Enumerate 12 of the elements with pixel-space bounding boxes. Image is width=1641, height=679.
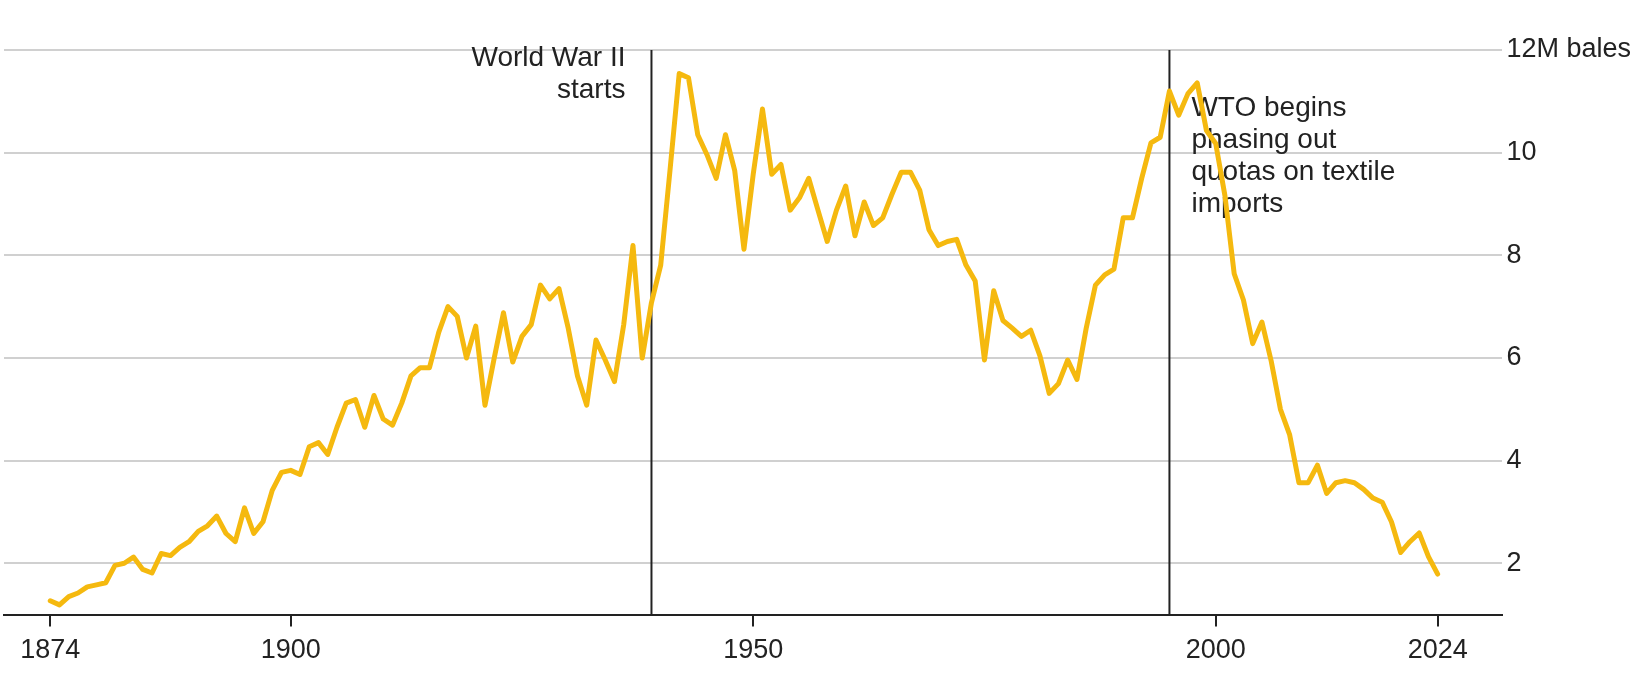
- x-tick-label: 1950: [723, 634, 784, 665]
- ref-line-label: World War II starts: [471, 40, 626, 104]
- y-tick-label: 6: [1506, 341, 1522, 372]
- y-tick-label: 12M bales: [1506, 33, 1632, 64]
- y-tick-label: 10: [1506, 136, 1537, 167]
- y-tick-label: 4: [1506, 444, 1522, 475]
- x-tick-label: 2024: [1407, 634, 1468, 665]
- y-tick-label: 8: [1506, 238, 1522, 269]
- x-tick-label: 2000: [1185, 634, 1246, 665]
- y-tick-label: 2: [1506, 546, 1522, 577]
- x-tick-label: 1874: [20, 634, 81, 665]
- x-tick-label: 1900: [260, 634, 321, 665]
